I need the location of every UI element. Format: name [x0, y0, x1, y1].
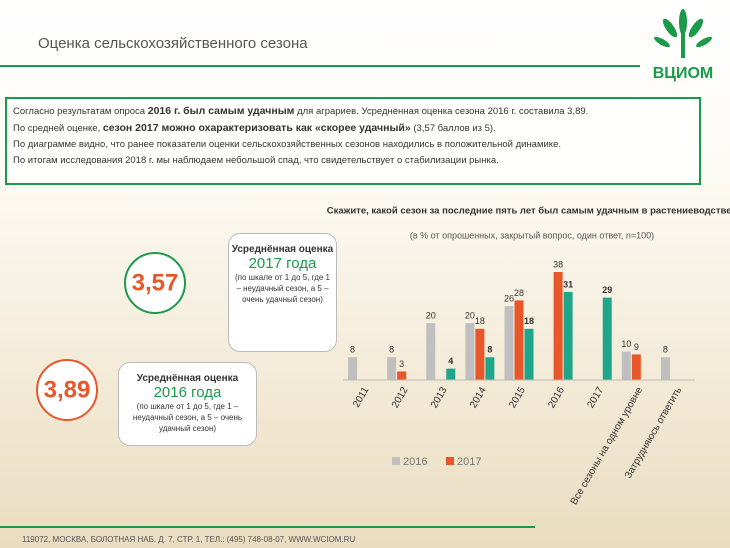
- chart-subtitle: (в % от опрошенных, закрытый вопрос, оди…: [410, 230, 654, 240]
- data-label: 29: [602, 285, 612, 295]
- bar: [446, 368, 456, 380]
- text-run: сезон 2017 можно охарактеризовать как «с…: [102, 122, 411, 134]
- bar: [504, 306, 514, 380]
- legend-swatch: [446, 457, 454, 465]
- x-tick-label: 2013: [429, 385, 450, 410]
- data-label: 8: [350, 345, 355, 355]
- text-run: для аграриев. Усредненная оценка сезона …: [294, 106, 589, 117]
- footer: 119072, МОСКВА, БОЛОТНАЯ НАБ. Д. 7, СТР.…: [22, 535, 355, 544]
- bar: [475, 328, 485, 380]
- data-label: 20: [465, 311, 475, 321]
- data-label: 18: [524, 316, 534, 326]
- x-tick-label: 2011: [351, 385, 371, 410]
- chart-title: Скажите, какой сезон за последние пять л…: [327, 206, 730, 217]
- summary-box: Согласно результатам опроса 2016 г. был …: [5, 97, 701, 185]
- callout-note: (по шкале от 1 до 5, где 1 – неудачный с…: [132, 402, 243, 433]
- paragraph: По итогам исследования 2018 г. мы наблюд…: [13, 153, 693, 169]
- data-label: 3: [399, 359, 404, 369]
- bar: [465, 323, 475, 380]
- bar: [563, 291, 573, 380]
- score-circle: [36, 359, 98, 421]
- x-tick-label: Все сезоны на одном уровне: [569, 385, 646, 507]
- legend-label: 2017: [457, 456, 481, 468]
- data-label: 10: [621, 339, 631, 349]
- legend-label: 2016: [403, 456, 427, 468]
- text-run: Согласно результатам опроса: [13, 106, 148, 117]
- score: 3,57: [132, 269, 179, 296]
- score-circle: [124, 252, 186, 314]
- data-label: 8: [487, 345, 492, 355]
- bar: [426, 323, 436, 380]
- callout-year: 2016 года: [153, 384, 222, 401]
- data-label: 26: [504, 293, 514, 303]
- paragraph: Согласно результатам опроса 2016 г. был …: [13, 103, 693, 120]
- bar: [514, 300, 524, 380]
- data-label: 31: [563, 279, 573, 289]
- x-tick-label: 2015: [507, 385, 528, 410]
- callout: Усреднённая оценка 2017 года (по шкале о…: [228, 233, 337, 352]
- logo-icon: [654, 9, 712, 58]
- score: 3,89: [44, 376, 91, 403]
- data-label: 18: [475, 316, 485, 326]
- logo-text: ВЦИОМ: [653, 65, 714, 82]
- legend-swatch: [392, 457, 400, 465]
- x-tick-label: 2014: [468, 385, 489, 410]
- text-run: По средней оценке,: [13, 123, 103, 134]
- bar: [660, 357, 670, 380]
- bar: [524, 328, 534, 380]
- slide-title: Оценка сельскохозяйственного сезона: [38, 35, 308, 52]
- callout-year: 2017 года: [248, 255, 317, 272]
- paragraph: По диаграмме видно, что ранее показатели…: [13, 137, 693, 153]
- x-tick-label: 2012: [390, 385, 411, 410]
- data-label: 9: [634, 342, 639, 352]
- bar: [631, 354, 641, 380]
- bar: [397, 371, 407, 380]
- data-label: 28: [514, 288, 524, 298]
- text-run: По итогам исследования 2018 г. мы наблюд…: [13, 155, 499, 166]
- bar: [602, 297, 612, 380]
- data-label: 20: [426, 311, 436, 321]
- data-label: 4: [448, 356, 453, 366]
- bar: [553, 272, 563, 380]
- data-label: 38: [553, 259, 563, 269]
- callout: Усреднённая оценка 2016 года (по шкале о…: [118, 362, 257, 446]
- text-run: 2016 г. был самым удачным: [147, 105, 295, 117]
- callout-label: Усреднённая оценка: [231, 244, 334, 255]
- callout-note: (по шкале от 1 до 5, где 1 – неудачный с…: [235, 273, 330, 304]
- x-tick-label: 2016: [546, 385, 567, 410]
- paragraph: По средней оценке, сезон 2017 можно охар…: [13, 120, 693, 137]
- text-run: (3,57 баллов из 5).: [410, 123, 496, 134]
- data-label: 8: [389, 345, 394, 355]
- x-tick-label: 2017: [585, 385, 606, 410]
- bar: [387, 357, 397, 380]
- bar: [485, 357, 495, 380]
- text-run: По диаграмме видно, что ранее показатели…: [13, 139, 561, 150]
- data-label: 8: [663, 345, 668, 355]
- bar: [348, 357, 358, 380]
- bar: [621, 351, 631, 380]
- callout-label: Усреднённая оценка: [136, 373, 239, 384]
